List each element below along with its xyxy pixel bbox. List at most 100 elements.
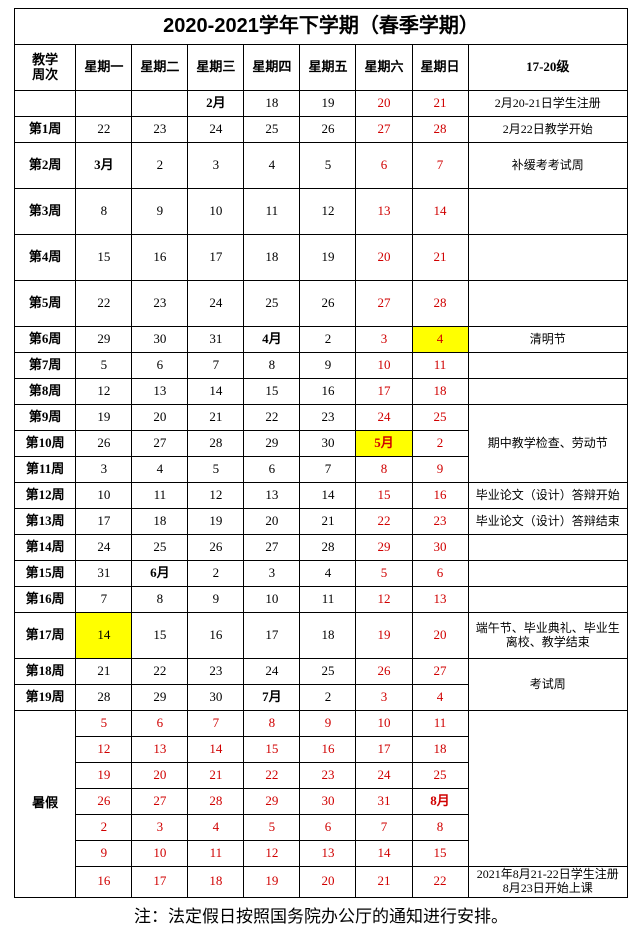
day-cell: 26 — [76, 789, 132, 815]
day-cell: 27 — [356, 281, 412, 327]
day-cell: 23 — [300, 405, 356, 431]
day-cell: 27 — [132, 431, 188, 457]
day-cell: 23 — [412, 509, 468, 535]
day-cell: 6 — [300, 815, 356, 841]
day-cell: 9 — [300, 711, 356, 737]
day-cell: 29 — [244, 431, 300, 457]
day-cell: 2月 — [188, 91, 244, 117]
week-label — [15, 91, 76, 117]
day-cell: 26 — [300, 281, 356, 327]
day-cell: 18 — [300, 613, 356, 659]
day-cell: 3 — [244, 561, 300, 587]
day-cell: 5 — [188, 457, 244, 483]
day-cell: 22 — [76, 281, 132, 327]
day-cell: 20 — [412, 613, 468, 659]
day-cell: 11 — [188, 841, 244, 867]
day-cell: 13 — [356, 189, 412, 235]
day-cell: 23 — [132, 281, 188, 327]
day-cell: 5 — [356, 561, 412, 587]
day-cell: 22 — [132, 659, 188, 685]
day-cell: 10 — [244, 587, 300, 613]
day-cell: 8 — [76, 189, 132, 235]
day-cell: 14 — [412, 189, 468, 235]
day-cell: 28 — [76, 685, 132, 711]
day-cell: 4 — [244, 143, 300, 189]
day-cell: 18 — [412, 379, 468, 405]
header-day-5: 星期六 — [356, 45, 412, 91]
day-cell: 21 — [356, 867, 412, 898]
day-cell: 7 — [188, 711, 244, 737]
note-cell: 2月20-21日学生注册 — [468, 91, 627, 117]
week-label: 第19周 — [15, 685, 76, 711]
day-cell: 16 — [132, 235, 188, 281]
day-cell: 17 — [356, 379, 412, 405]
week-label: 第2周 — [15, 143, 76, 189]
day-cell: 25 — [412, 405, 468, 431]
day-cell: 24 — [244, 659, 300, 685]
day-cell: 13 — [132, 379, 188, 405]
week-label: 第6周 — [15, 327, 76, 353]
day-cell: 21 — [188, 763, 244, 789]
day-cell: 30 — [412, 535, 468, 561]
day-cell: 27 — [356, 117, 412, 143]
day-cell: 3 — [356, 327, 412, 353]
day-cell: 11 — [412, 711, 468, 737]
day-cell: 8 — [356, 457, 412, 483]
day-cell: 29 — [76, 327, 132, 353]
day-cell: 9 — [132, 189, 188, 235]
calendar-table: 2020-2021学年下学期（春季学期） 教学周次星期一星期二星期三星期四星期五… — [14, 8, 628, 898]
week-label: 第13周 — [15, 509, 76, 535]
day-cell: 4 — [412, 685, 468, 711]
week-label: 暑假 — [15, 711, 76, 898]
day-cell: 13 — [244, 483, 300, 509]
note-cell: 考试周 — [468, 659, 627, 711]
day-cell: 12 — [76, 379, 132, 405]
day-cell: 6 — [412, 561, 468, 587]
header-day-4: 星期五 — [300, 45, 356, 91]
day-cell: 15 — [76, 235, 132, 281]
day-cell: 4月 — [244, 327, 300, 353]
day-cell: 13 — [132, 737, 188, 763]
day-cell: 25 — [132, 535, 188, 561]
day-cell: 30 — [132, 327, 188, 353]
day-cell: 11 — [132, 483, 188, 509]
day-cell: 23 — [188, 659, 244, 685]
day-cell: 6月 — [132, 561, 188, 587]
day-cell: 2 — [300, 327, 356, 353]
day-cell: 26 — [76, 431, 132, 457]
day-cell: 15 — [244, 379, 300, 405]
day-cell: 15 — [132, 613, 188, 659]
day-cell: 17 — [76, 509, 132, 535]
calendar-container: 2020-2021学年下学期（春季学期） 教学周次星期一星期二星期三星期四星期五… — [0, 0, 642, 931]
day-cell: 4 — [132, 457, 188, 483]
day-cell: 12 — [188, 483, 244, 509]
day-cell: 6 — [132, 353, 188, 379]
day-cell: 7 — [300, 457, 356, 483]
day-cell: 12 — [244, 841, 300, 867]
day-cell: 6 — [356, 143, 412, 189]
day-cell: 4 — [412, 327, 468, 353]
day-cell: 25 — [412, 763, 468, 789]
day-cell: 28 — [412, 281, 468, 327]
day-cell: 22 — [76, 117, 132, 143]
day-cell: 16 — [188, 613, 244, 659]
day-cell: 22 — [412, 867, 468, 898]
day-cell: 24 — [76, 535, 132, 561]
day-cell: 16 — [76, 867, 132, 898]
day-cell: 3月 — [76, 143, 132, 189]
header-day-6: 星期日 — [412, 45, 468, 91]
day-cell: 24 — [356, 405, 412, 431]
week-label: 第3周 — [15, 189, 76, 235]
header-day-2: 星期三 — [188, 45, 244, 91]
day-cell: 19 — [76, 405, 132, 431]
day-cell: 2 — [76, 815, 132, 841]
day-cell: 31 — [188, 327, 244, 353]
day-cell: 19 — [244, 867, 300, 898]
day-cell: 20 — [356, 91, 412, 117]
day-cell: 26 — [300, 117, 356, 143]
day-cell: 17 — [244, 613, 300, 659]
day-cell: 14 — [188, 737, 244, 763]
day-cell: 7 — [76, 587, 132, 613]
day-cell: 29 — [132, 685, 188, 711]
week-label: 第16周 — [15, 587, 76, 613]
